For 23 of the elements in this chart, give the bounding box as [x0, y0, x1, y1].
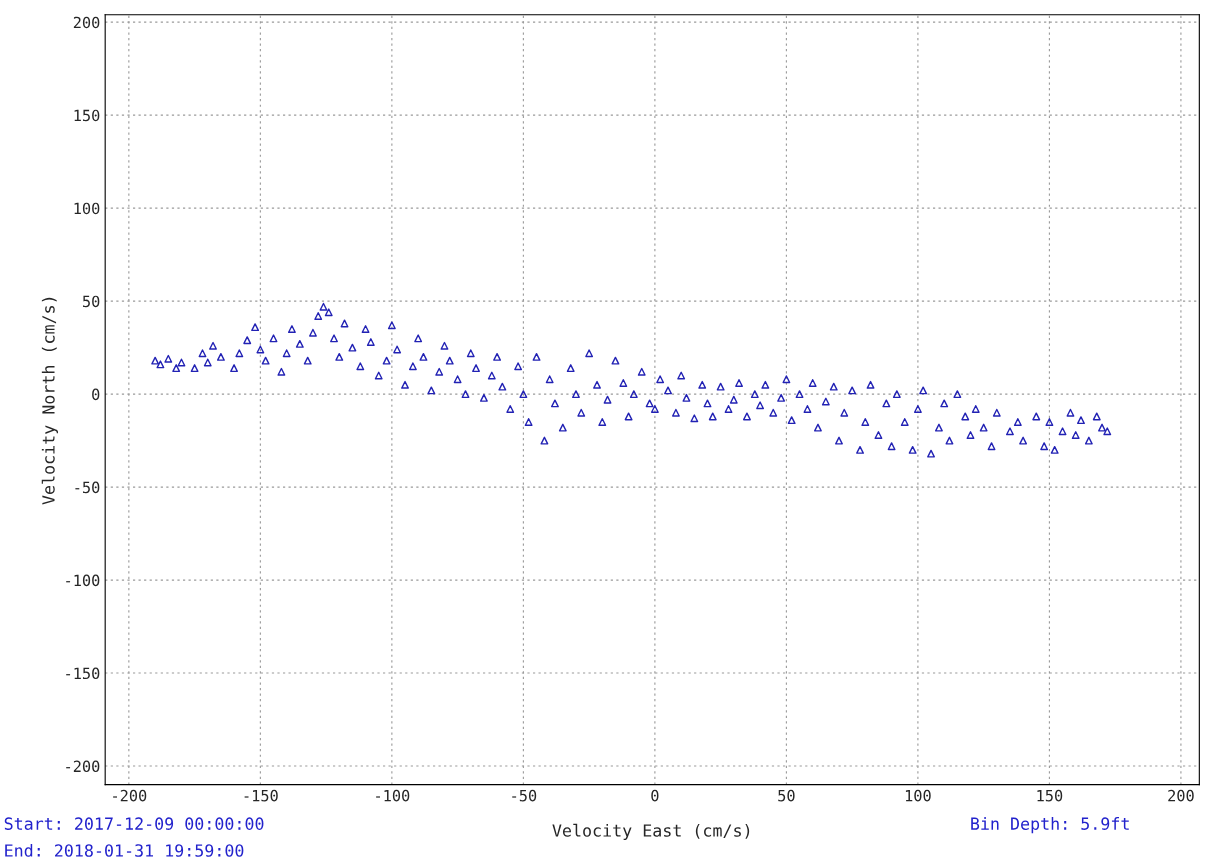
y-tick-label: -200: [66, 760, 100, 773]
x-tick-label: 50: [778, 789, 795, 802]
text: Start: 2017-12-09 00:00:00: [4, 817, 264, 830]
x-tick-label: -200: [113, 789, 147, 802]
y-tick-label: -150: [66, 667, 100, 680]
x-tick-label: -50: [512, 789, 537, 802]
y-tick-label: 50: [82, 295, 100, 308]
x-tick-label: 200: [1168, 789, 1194, 802]
y-axis-title: Velocity North (cm/s): [41, 297, 58, 505]
y-tick-label: 100: [74, 202, 100, 215]
x-tick-label: -150: [244, 789, 278, 802]
x-tick-label: 100: [905, 789, 931, 802]
x-axis-title: Velocity East (cm/s): [552, 823, 750, 841]
text: End: 2018-01-31 19:59:00: [5, 843, 244, 857]
y-tick-label: -100: [66, 574, 100, 587]
y-tick-label: 0: [92, 388, 100, 401]
x-tick-label: 0: [651, 789, 659, 802]
text: Bin Depth: 5.9ft: [971, 817, 1129, 834]
y-tick-label: 200: [73, 16, 100, 29]
x-tick-label: -100: [376, 789, 410, 802]
x-tick-label: 150: [1037, 789, 1063, 802]
y-tick-label: 150: [74, 109, 100, 122]
y-tick-label: -50: [75, 481, 100, 494]
